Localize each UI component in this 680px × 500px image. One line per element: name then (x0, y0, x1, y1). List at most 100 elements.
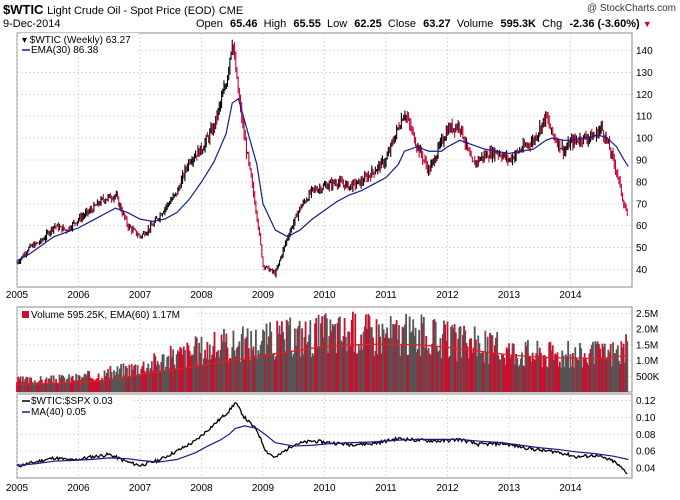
volume-value: 595.3K (500, 18, 536, 30)
y-tick-label: 1.0M (636, 356, 658, 367)
volume-bar (304, 321, 307, 392)
volume-bar (452, 328, 455, 392)
volume-bar (160, 362, 163, 392)
volume-bar (399, 356, 402, 392)
volume-bar (225, 333, 228, 392)
close-value: 63.27 (423, 18, 451, 30)
volume-bar (616, 345, 619, 392)
volume-bar (278, 325, 281, 392)
volume-bar (272, 353, 275, 392)
volume-bar (363, 326, 366, 392)
volume-bar (487, 363, 490, 392)
volume-bar (431, 343, 434, 392)
volume-bar (473, 326, 476, 392)
volume-bar (176, 350, 179, 392)
volume-bar (322, 337, 325, 392)
x-tick-label: 2006 (67, 483, 90, 494)
volume-bar (555, 355, 558, 392)
volume-bar (323, 315, 326, 392)
volume-bar (419, 355, 422, 392)
high-value: 65.55 (293, 18, 321, 30)
volume-bar (545, 366, 548, 392)
volume-bar (307, 341, 309, 392)
volume-bar (208, 344, 211, 392)
volume-bar (121, 378, 124, 392)
volume-bar (202, 358, 205, 392)
volume-bar (417, 349, 419, 392)
volume-bar (380, 353, 383, 392)
volume-bar (432, 320, 435, 392)
volume-bar (446, 321, 449, 392)
volume-bar (529, 357, 532, 392)
volume-bar (224, 342, 227, 392)
volume-bar (246, 328, 249, 392)
y-tick-label: 80 (636, 177, 648, 188)
volume-bar (407, 354, 410, 392)
open-value: 65.46 (229, 18, 258, 30)
volume-bar (90, 378, 93, 392)
legend-volume-swatch (22, 311, 29, 318)
volume-bar (163, 371, 166, 392)
ema30-line (16, 97, 629, 262)
ratio-ma-line (16, 425, 629, 466)
volume-bar (505, 347, 508, 392)
legend-ema: EMA(30) 86.38 (31, 45, 99, 56)
symbol: $WTIC (3, 2, 44, 17)
exchange: CME (218, 5, 244, 17)
volume-bar (400, 344, 403, 392)
volume-bar (495, 337, 497, 392)
volume-bar (145, 374, 147, 392)
legend-bg (20, 33, 138, 57)
volume-bar (258, 353, 261, 392)
volume-bar (249, 360, 251, 392)
volume-bar (538, 347, 541, 392)
volume-bar (147, 363, 150, 392)
volume-bar (308, 334, 311, 392)
volume-bar (354, 313, 357, 392)
volume-bar (343, 318, 346, 392)
volume-bar (328, 336, 331, 392)
volume-bar (470, 338, 473, 392)
volume-bar (299, 356, 302, 392)
volume-bar (273, 359, 276, 392)
volume-bar (30, 377, 33, 392)
volume-bar (496, 331, 499, 392)
volume-bar (146, 368, 148, 392)
volume-bar (402, 328, 405, 392)
volume-bar (444, 324, 447, 392)
volume-bar (96, 378, 99, 392)
volume-bar (171, 357, 173, 392)
volume-bar (504, 364, 507, 392)
volume-bar (37, 381, 40, 392)
volume-bar (626, 341, 629, 392)
volume-bar (566, 356, 568, 392)
volume-bar (232, 330, 235, 392)
volume-bar (412, 319, 415, 392)
volume-bar (573, 367, 575, 392)
volume-bar (64, 383, 67, 392)
low-value: 62.25 (354, 18, 382, 30)
volume-bar (180, 348, 183, 392)
volume-label: Volume (456, 18, 494, 30)
x-tick-label: 2008 (190, 483, 213, 494)
volume-bar (35, 382, 37, 392)
volume-bar (440, 358, 443, 392)
volume-bar (29, 377, 31, 392)
volume-bar (327, 352, 329, 392)
volume-bar (283, 339, 286, 392)
volume-bar (433, 319, 436, 392)
volume-bar (425, 335, 428, 392)
volume-bar (126, 367, 128, 392)
volume-bar (451, 325, 454, 392)
volume-bar (199, 352, 202, 392)
volume-bar (244, 338, 247, 392)
volume-bar (464, 330, 467, 392)
volume-bar (102, 381, 105, 392)
volume-bar (302, 354, 305, 392)
volume-bar (544, 356, 547, 392)
volume-bar (499, 359, 502, 392)
volume-bar (491, 335, 494, 392)
volume-bar (392, 324, 394, 392)
volume-bar (376, 354, 379, 392)
x-tick-label: 2011 (375, 483, 397, 494)
